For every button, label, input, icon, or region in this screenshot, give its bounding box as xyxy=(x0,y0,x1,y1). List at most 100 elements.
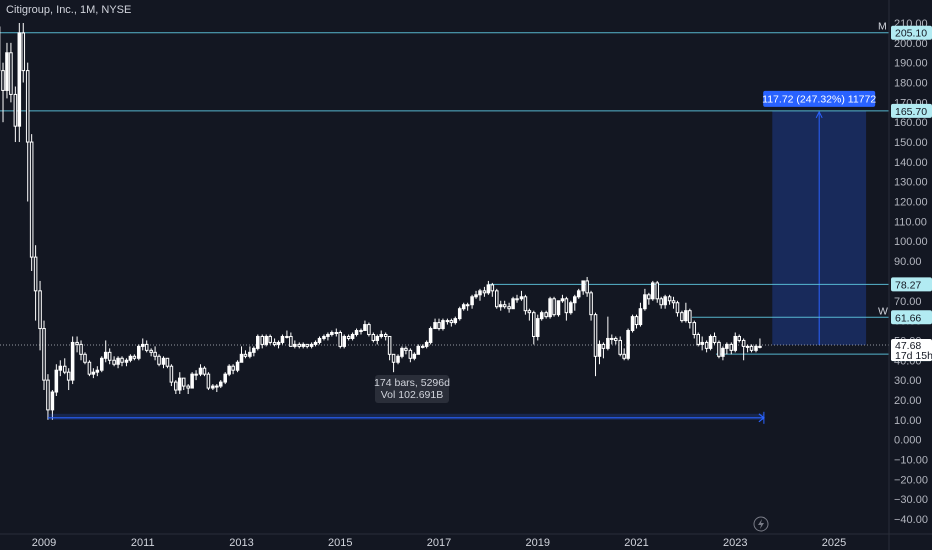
candle xyxy=(569,300,573,315)
time-tick-label: 2023 xyxy=(723,537,747,549)
candle xyxy=(729,342,734,355)
candle xyxy=(169,364,174,387)
candle xyxy=(33,245,38,321)
candle xyxy=(256,334,260,351)
time-axis[interactable]: 2009 2011 2013 2015 2017 2019 2021 2023 2025 xyxy=(32,537,846,549)
candle xyxy=(235,360,240,373)
candle xyxy=(663,294,667,309)
candle xyxy=(548,296,552,319)
candle xyxy=(655,280,660,303)
level-badge xyxy=(891,310,932,325)
level-badge xyxy=(891,25,932,40)
time-tick-label: 2013 xyxy=(229,537,253,549)
candle xyxy=(437,318,441,331)
candle xyxy=(107,348,112,365)
candle xyxy=(103,340,108,363)
candle xyxy=(408,348,413,363)
candle xyxy=(671,296,676,309)
candle xyxy=(532,310,536,345)
candle xyxy=(285,330,289,339)
candle xyxy=(433,318,437,330)
candle xyxy=(42,320,46,391)
candle xyxy=(651,280,655,301)
candle xyxy=(474,290,478,299)
measure-tool[interactable]: 117.72 (247.32%) 11772 xyxy=(762,90,876,346)
candle xyxy=(745,344,750,353)
candle xyxy=(622,348,626,361)
candle xyxy=(560,294,565,303)
candle xyxy=(700,336,704,351)
candle xyxy=(87,360,92,377)
date-range-band xyxy=(47,413,764,420)
candle xyxy=(494,288,499,309)
candle xyxy=(486,280,491,295)
candle xyxy=(396,354,400,365)
candle xyxy=(95,366,100,377)
price-tick-label: 130.00 xyxy=(894,177,928,189)
horizontal-levels[interactable]: MW xyxy=(0,21,889,355)
price-axis[interactable]: 210.00200.00190.00180.00170.00160.00150.… xyxy=(894,18,928,526)
candle xyxy=(161,356,166,369)
lightning-icon[interactable] xyxy=(753,516,769,532)
candle xyxy=(137,344,141,361)
price-tick-label: 0.000 xyxy=(894,435,922,447)
candle xyxy=(556,300,561,317)
candle xyxy=(174,380,178,395)
candlestick-series xyxy=(0,23,762,420)
candle xyxy=(638,302,643,327)
candle xyxy=(441,318,445,331)
candle xyxy=(354,328,359,337)
time-tick-label: 2015 xyxy=(328,537,352,549)
candle xyxy=(1,62,5,123)
candle xyxy=(581,280,585,295)
candle xyxy=(754,344,758,353)
candle xyxy=(215,384,219,393)
candle xyxy=(181,377,186,391)
candle xyxy=(268,334,272,345)
candle xyxy=(470,294,474,309)
candle xyxy=(231,364,235,375)
candle xyxy=(482,286,487,297)
candle xyxy=(400,346,404,359)
price-tick-label: 70.00 xyxy=(894,296,922,308)
candle xyxy=(539,310,544,321)
candle xyxy=(659,296,663,309)
candle xyxy=(576,288,581,299)
candle xyxy=(717,340,721,359)
candle xyxy=(272,338,277,347)
candle xyxy=(62,358,67,375)
candle xyxy=(737,334,741,343)
candle xyxy=(375,334,380,345)
candle xyxy=(190,372,194,389)
candle xyxy=(330,330,334,337)
candle xyxy=(680,310,684,323)
candle xyxy=(502,300,507,309)
candle xyxy=(535,314,540,341)
candle xyxy=(552,296,556,317)
candle xyxy=(585,276,589,297)
price-tick-label: 90.00 xyxy=(894,256,922,268)
candle xyxy=(346,334,351,341)
candle xyxy=(412,352,417,361)
candle xyxy=(457,306,462,321)
candle xyxy=(606,316,610,351)
candle xyxy=(198,364,203,377)
candle xyxy=(511,296,515,310)
candle xyxy=(626,328,630,361)
candle xyxy=(153,346,157,361)
candle xyxy=(293,340,297,349)
time-tick-label: 2019 xyxy=(526,537,550,549)
candle xyxy=(297,342,302,349)
candle xyxy=(647,292,651,305)
candle xyxy=(383,332,388,341)
candle xyxy=(38,280,42,351)
date-range-tooltip xyxy=(375,375,449,403)
candle xyxy=(721,346,725,361)
candle xyxy=(260,334,265,349)
current-price-text: 47.68 xyxy=(895,340,921,352)
candle xyxy=(490,282,495,297)
candle xyxy=(593,312,598,377)
